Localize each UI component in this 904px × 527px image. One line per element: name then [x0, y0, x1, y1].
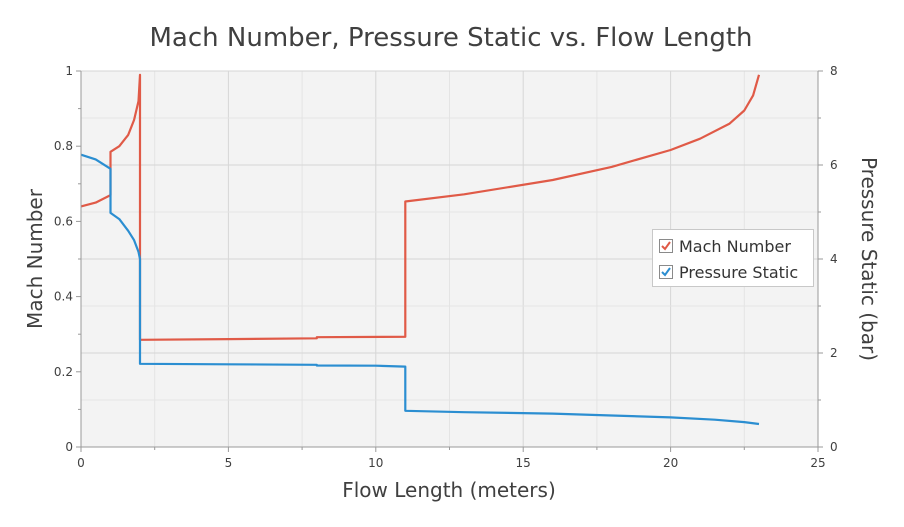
- x-tick-label: 20: [663, 456, 678, 470]
- x-tick-label: 15: [516, 456, 531, 470]
- y2-axis-label: Pressure Static (bar): [857, 157, 881, 361]
- y-tick-label: 0.8: [54, 139, 73, 153]
- checkbox-icon[interactable]: [659, 265, 673, 279]
- legend-label: Pressure Static: [679, 262, 799, 282]
- y-tick-label: 0.6: [54, 214, 73, 228]
- y2-tick-label: 6: [830, 158, 838, 172]
- legend: Mach Number Pressure Static: [652, 229, 814, 287]
- y-tick-label: 1: [65, 64, 73, 78]
- legend-item-mach-number[interactable]: Mach Number: [659, 235, 791, 257]
- x-axis-label: Flow Length (meters): [342, 478, 556, 502]
- y-tick-label: 0.2: [54, 365, 73, 379]
- series-layer: [80, 73, 761, 426]
- y-axis-label: Mach Number: [23, 188, 47, 329]
- y2-tick-label: 8: [830, 64, 838, 78]
- x-tick-label: 25: [810, 456, 825, 470]
- x-tick-label: 5: [225, 456, 233, 470]
- y2-tick-label: 4: [830, 252, 838, 266]
- y-tick-label: 0: [65, 440, 73, 454]
- y2-tick-label: 0: [830, 440, 838, 454]
- chart-title: Mach Number, Pressure Static vs. Flow Le…: [149, 23, 752, 53]
- legend-item-pressure-static[interactable]: Pressure Static: [659, 261, 798, 283]
- x-tick-label: 0: [77, 456, 85, 470]
- y-tick-label: 0.4: [54, 290, 73, 304]
- legend-label: Mach Number: [679, 236, 791, 256]
- series-line-pressure-static: [80, 153, 760, 426]
- x-tick-label: 10: [368, 456, 383, 470]
- y2-tick-label: 2: [830, 346, 838, 360]
- series-line-mach-number: [80, 73, 761, 341]
- checkbox-icon[interactable]: [659, 239, 673, 253]
